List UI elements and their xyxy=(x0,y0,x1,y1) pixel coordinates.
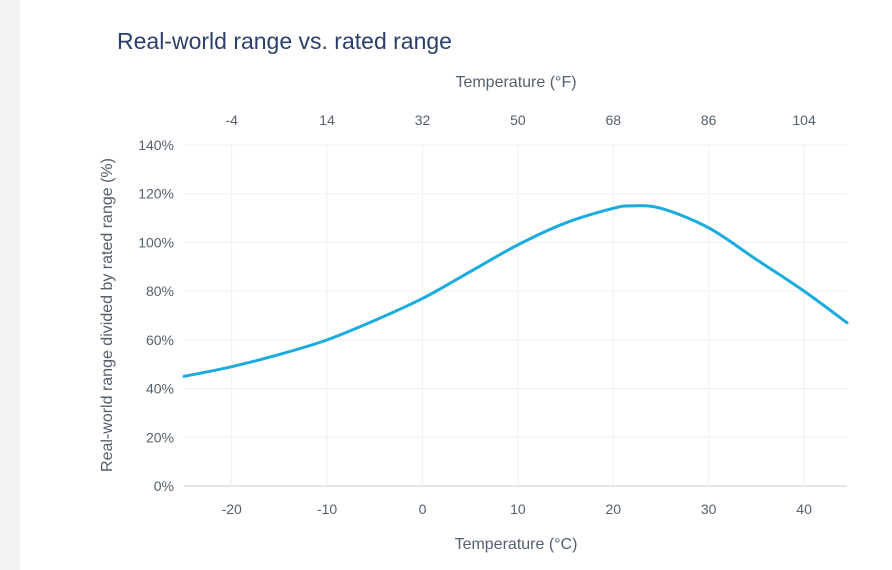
x2-tick-label: 14 xyxy=(319,112,335,128)
x2-tick-label: 86 xyxy=(701,112,717,128)
y-tick-label: 60% xyxy=(146,332,174,348)
x-tick-label: 10 xyxy=(510,501,526,517)
x-tick-label: 30 xyxy=(701,501,717,517)
x-axis-title: Temperature (°C) xyxy=(455,536,578,553)
x2-tick-label: 68 xyxy=(605,112,621,128)
x-tick-label: 0 xyxy=(419,501,427,517)
y-tick-label: 0% xyxy=(154,478,174,494)
series-group xyxy=(182,204,849,378)
x2-tick-label: 32 xyxy=(415,112,431,128)
x-tick-label: -20 xyxy=(222,501,242,517)
y-axis-title: Real-world range divided by rated range … xyxy=(99,158,116,472)
y-tick-label: 20% xyxy=(146,429,174,445)
series-line xyxy=(182,204,849,378)
x-tick-label: -10 xyxy=(317,501,337,517)
y-tick-label: 40% xyxy=(146,381,174,397)
x2-tick-label: 104 xyxy=(792,112,816,128)
y-tick-label: 100% xyxy=(138,234,174,250)
chart-title: Real-world range vs. rated range xyxy=(117,28,452,54)
x2-tick-label: 50 xyxy=(510,112,526,128)
tick-labels: 0% 20% 40% 60% 80% 100% 120% 140% -20 -10 0 10 20 30 4… xyxy=(138,112,816,517)
x-tick-label: 40 xyxy=(796,501,812,517)
grid-lines xyxy=(184,144,847,487)
top-axis-title: Temperature (°F) xyxy=(455,74,576,91)
x-tick-label: 20 xyxy=(605,501,621,517)
y-tick-label: 80% xyxy=(146,283,174,299)
chart-card: Real-world range vs. rated range xyxy=(20,0,892,570)
x2-tick-label: -4 xyxy=(225,112,238,128)
y-tick-label: 120% xyxy=(138,186,174,202)
y-tick-label: 140% xyxy=(138,137,174,153)
